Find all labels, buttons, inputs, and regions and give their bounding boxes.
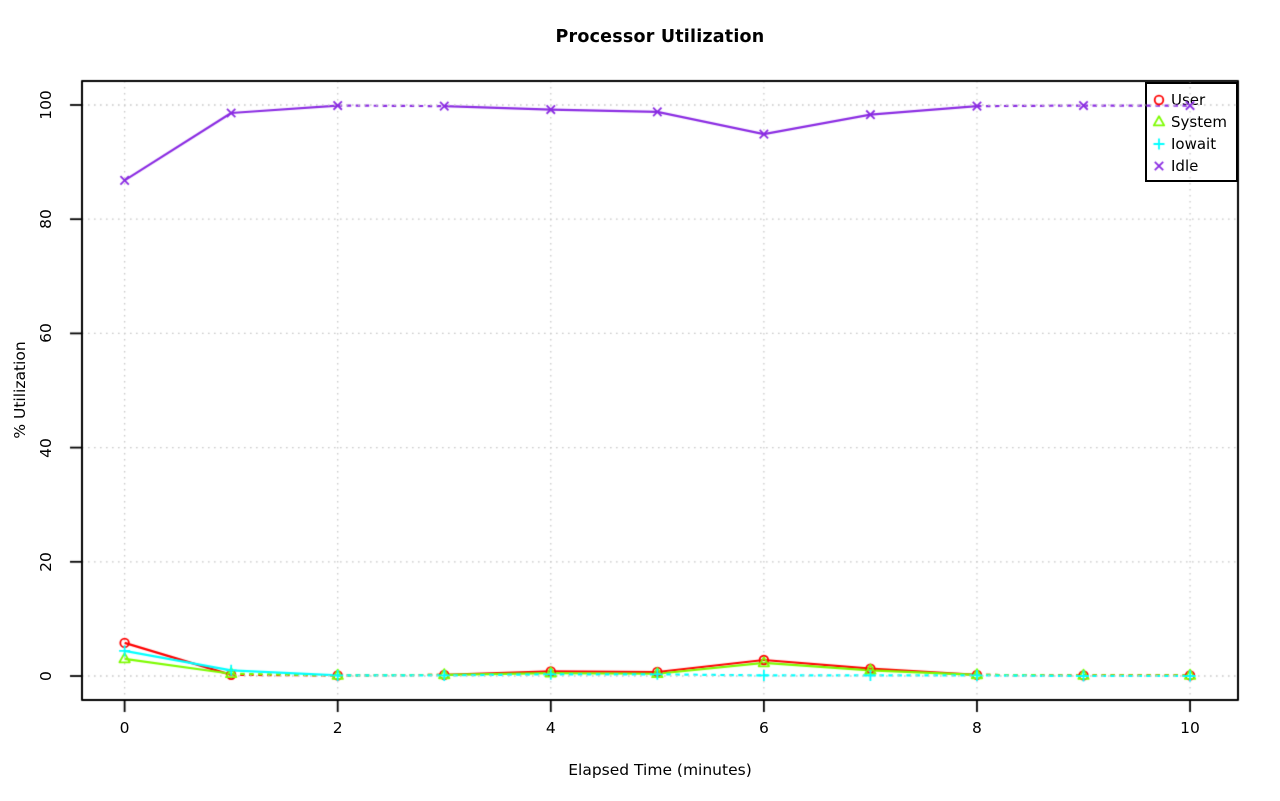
plot-canvas	[0, 0, 1280, 801]
chart-figure: Processor Utilization Elapsed Time (minu…	[0, 0, 1280, 801]
